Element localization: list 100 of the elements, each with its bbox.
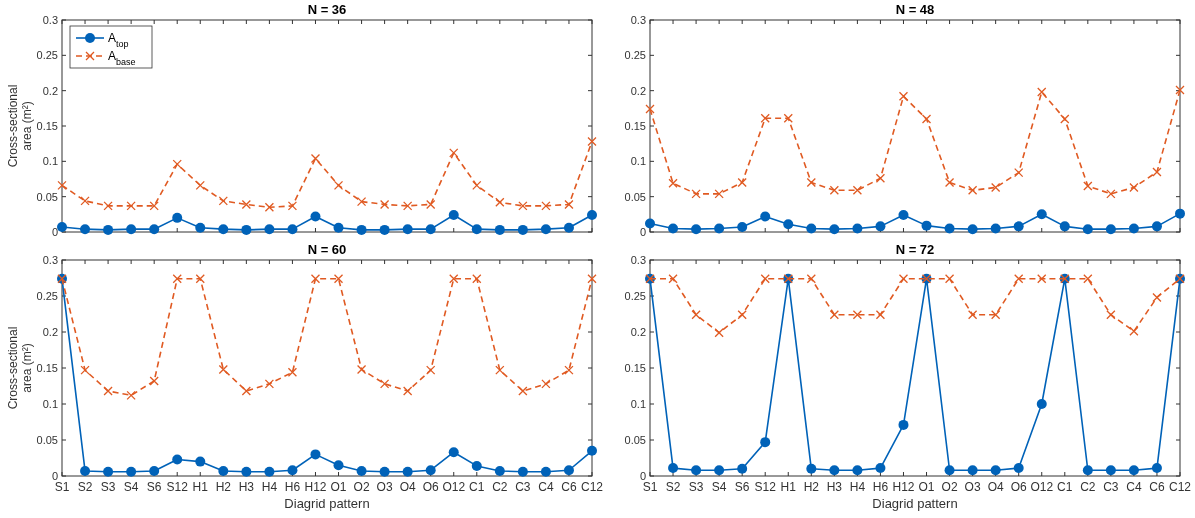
point — [852, 310, 863, 320]
point — [714, 189, 724, 199]
point — [967, 465, 978, 476]
point — [1175, 85, 1185, 95]
point — [691, 465, 702, 476]
x-tick-label: C2 — [1080, 480, 1096, 494]
point — [449, 274, 459, 284]
point — [563, 222, 574, 233]
point — [472, 274, 482, 284]
point — [691, 224, 702, 235]
point — [287, 367, 298, 377]
point — [449, 148, 459, 158]
y-tick-label: 0.1 — [630, 155, 646, 168]
x-axis-title: Diagrid pattern — [284, 496, 370, 511]
point — [264, 202, 275, 212]
point — [195, 180, 205, 191]
y-tick-label: 0.25 — [624, 289, 646, 302]
y-axis-title: Cross-sectional area (m²) — [6, 326, 35, 410]
x-tick-label: H12 — [304, 480, 327, 494]
x-tick-label: C12 — [580, 480, 604, 494]
y-tick-label: 0.3 — [42, 13, 58, 26]
y-tick-label: 0 — [639, 469, 646, 482]
point — [806, 177, 816, 188]
y-tick-label: 0.25 — [36, 289, 58, 302]
point — [495, 365, 505, 375]
point — [379, 466, 390, 477]
x-axis-title: Diagrid pattern — [872, 496, 958, 511]
point — [852, 465, 863, 476]
y-tick-label: 0.05 — [36, 433, 58, 446]
point — [241, 224, 252, 235]
chart-title: N = 36 — [307, 2, 347, 17]
point — [898, 274, 909, 284]
y-tick-label: 0.2 — [630, 325, 646, 338]
point — [898, 419, 909, 430]
point — [829, 310, 839, 320]
y-tick-label: 0.05 — [624, 433, 646, 446]
point — [875, 173, 886, 183]
x-tick-label: S6 — [146, 480, 162, 494]
point — [287, 224, 298, 235]
point — [218, 196, 228, 206]
point — [1083, 181, 1093, 191]
y-tick-label: 0.1 — [42, 155, 58, 168]
point — [241, 386, 251, 396]
point — [103, 201, 113, 211]
chart-title: N = 48 — [895, 2, 935, 17]
point — [587, 274, 597, 284]
point — [218, 465, 229, 476]
point — [1014, 167, 1024, 178]
x-tick-label: O4 — [399, 480, 416, 494]
x-tick-label: C1 — [1057, 480, 1073, 494]
point — [195, 274, 205, 284]
x-tick-label: S3 — [100, 480, 116, 494]
point — [829, 465, 840, 476]
point — [195, 456, 206, 467]
point — [563, 465, 574, 476]
point — [333, 222, 344, 233]
point — [172, 212, 183, 223]
x-tick-label: H2 — [215, 480, 232, 494]
point — [829, 185, 839, 195]
x-tick-label: H6 — [872, 480, 889, 494]
point — [310, 211, 321, 222]
y-tick-label: 0.3 — [630, 13, 646, 26]
y-tick-label: 0.15 — [624, 119, 646, 132]
point — [806, 223, 817, 234]
point — [379, 379, 390, 389]
point — [714, 223, 725, 234]
point — [172, 274, 182, 284]
point — [402, 224, 413, 235]
point — [1083, 274, 1093, 284]
point — [1105, 224, 1116, 235]
point — [471, 224, 482, 235]
point — [1152, 292, 1162, 303]
point — [287, 465, 298, 476]
point — [1059, 221, 1070, 232]
point — [518, 386, 528, 396]
point — [80, 465, 91, 476]
x-tick-label: H4 — [261, 480, 278, 494]
point — [645, 104, 655, 114]
point — [333, 180, 344, 191]
y-tick-label: 0.2 — [630, 84, 646, 97]
point — [310, 274, 321, 284]
point — [1013, 463, 1024, 474]
point — [944, 223, 955, 234]
point — [991, 310, 1001, 320]
point — [541, 379, 551, 389]
point — [356, 196, 367, 207]
point — [737, 463, 748, 474]
point — [852, 223, 863, 234]
x-tick-label: H4 — [849, 480, 866, 494]
point — [1129, 182, 1139, 193]
point — [333, 274, 344, 284]
x-tick-label: O2 — [941, 480, 958, 494]
point — [149, 201, 159, 211]
point — [241, 199, 251, 210]
point — [921, 220, 932, 231]
x-tick-label: S4 — [711, 480, 727, 494]
point — [760, 437, 771, 448]
point — [783, 113, 793, 123]
point — [287, 201, 298, 211]
point — [425, 224, 436, 235]
